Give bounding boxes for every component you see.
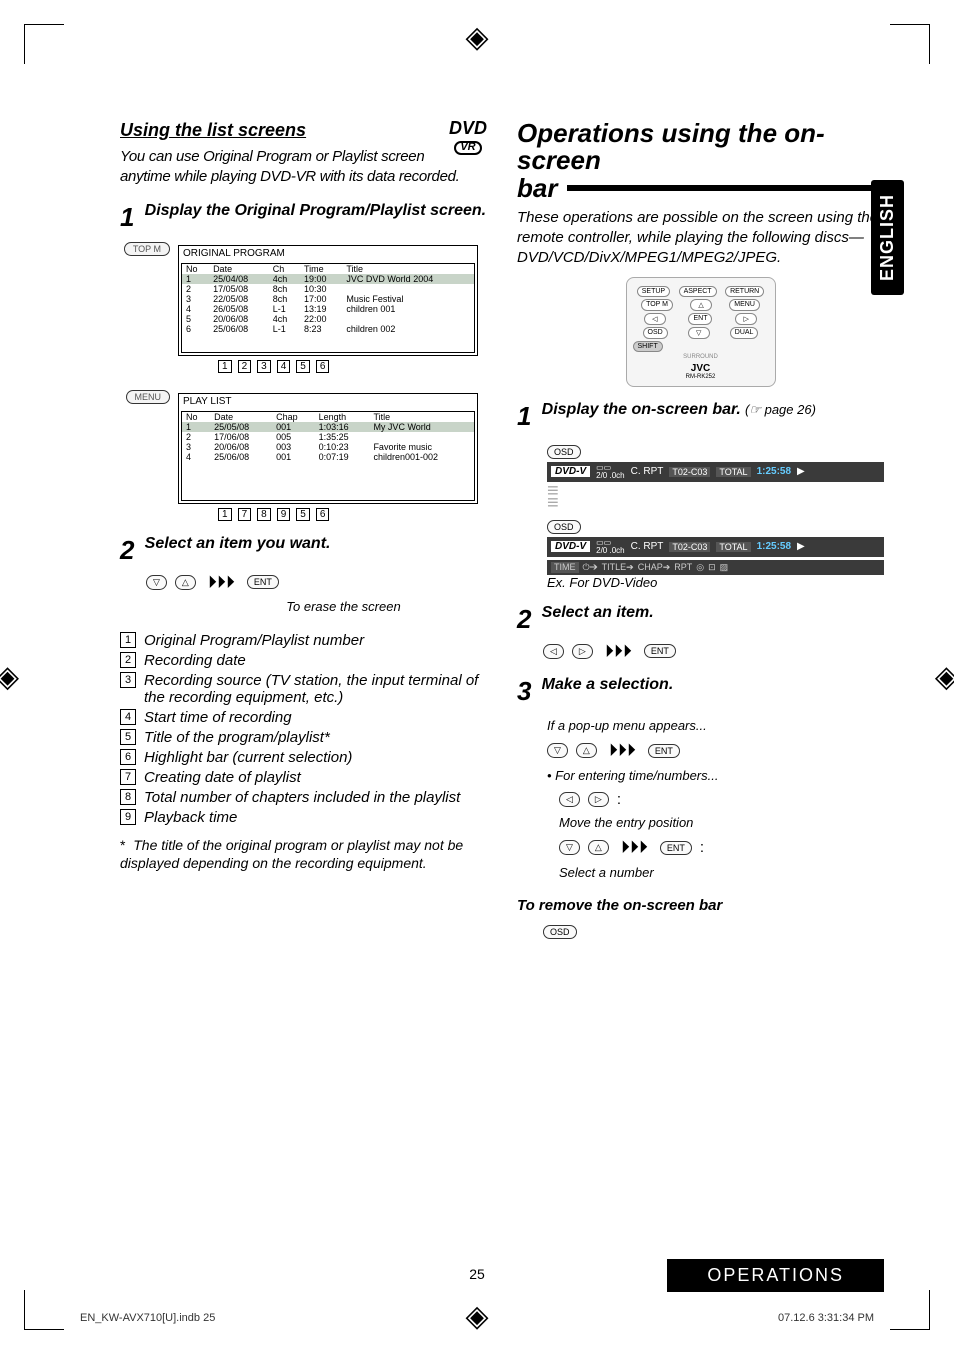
- left-button[interactable]: ◁: [543, 644, 564, 659]
- table-row: 320/06/080030:10:23Favorite music: [182, 442, 474, 452]
- remote-key: RETURN: [725, 286, 764, 297]
- column-markers: 123456: [218, 360, 478, 373]
- table-row: 125/05/080011:03:16My JVC World: [182, 422, 474, 432]
- legend-item: 4Start time of recording: [120, 709, 487, 726]
- ent-button[interactable]: ENT: [644, 644, 676, 658]
- down-button[interactable]: ▽: [547, 743, 568, 758]
- original-program-screen: ORIGINAL PROGRAM NoDateChTimeTitle 125/0…: [178, 245, 478, 356]
- legend-item: 1Original Program/Playlist number: [120, 632, 487, 649]
- osd-button[interactable]: OSD: [543, 925, 577, 939]
- osd-bar: DVD-V ▭▭2/0 .0ch C. RPT T02-C03 TOTAL 1:…: [547, 537, 884, 557]
- right-button[interactable]: ▷: [588, 792, 609, 807]
- remove-heading: To remove the on-screen bar: [517, 896, 884, 916]
- legend-item: 8Total number of chapters included in th…: [120, 789, 487, 806]
- right-column: Operations using the on-screen bar These…: [517, 120, 884, 939]
- remote-diagram: SETUP ASPECT RETURN TOP M △ MENU ◁ ENT ▷ OSD ▽ D…: [626, 277, 776, 387]
- up-button[interactable]: △: [175, 575, 196, 590]
- ent-button[interactable]: ENT: [648, 744, 680, 758]
- intro-text: These operations are possible on the scr…: [517, 208, 884, 269]
- legend-item: 6Highlight bar (current selection): [120, 749, 487, 766]
- table-row: 217/05/088ch10:30: [182, 284, 474, 294]
- step-number: 2: [517, 604, 531, 635]
- step-number: 3: [517, 676, 531, 707]
- operations-footer: OPERATIONS: [667, 1259, 884, 1292]
- playlist-table: NoDateChapLengthTitle 125/05/080011:03:1…: [182, 412, 474, 462]
- dvd-vr-badge: DVD VR: [449, 120, 487, 155]
- remote-key: OSD: [643, 327, 668, 339]
- then-arrow-icon: ⏵⏵⏵: [208, 572, 235, 593]
- menu-button[interactable]: MENU: [126, 390, 171, 404]
- page-ref: (☞ page 26): [745, 402, 816, 417]
- legend-item: 7Creating date of playlist: [120, 769, 487, 786]
- table-row: 425/06/080010:07:19children001-002: [182, 452, 474, 462]
- step-text: Select an item you want.: [145, 535, 331, 552]
- left-column: Using the list screens DVD VR You can us…: [120, 120, 487, 939]
- section-title: Operations using the on-screen: [517, 120, 884, 175]
- remote-key: ▽: [688, 327, 710, 339]
- step-text: Display the Original Program/Playlist sc…: [145, 202, 486, 219]
- select-text: Select a number: [559, 864, 884, 882]
- subsection-heading: Using the list screens: [120, 120, 306, 141]
- right-button[interactable]: ▷: [572, 644, 593, 659]
- step-text: Select an item.: [542, 604, 654, 621]
- remote-key: ENT: [688, 313, 712, 325]
- step-text: Display the on-screen bar.: [542, 401, 741, 418]
- up-button[interactable]: △: [588, 840, 609, 855]
- table-row: 322/05/088ch17:00Music Festival: [182, 294, 474, 304]
- then-arrow-icon: ⏵⏵⏵: [605, 641, 632, 662]
- playlist-screen: PLAY LIST NoDateChapLengthTitle 125/05/0…: [178, 393, 478, 504]
- remote-key: TOP M: [641, 299, 673, 311]
- footnote: * The title of the original program or p…: [120, 836, 487, 874]
- table-row: 625/06/08L-18:23children 002: [182, 324, 474, 334]
- step-number: 2: [120, 535, 134, 566]
- osd-bar-lower: TIME⏻➔TITLE➔CHAP➔RPT◎⊡▨: [547, 560, 884, 575]
- step-number: 1: [120, 202, 134, 233]
- osd-button[interactable]: OSD: [547, 445, 581, 459]
- remote-key: DUAL: [730, 327, 759, 339]
- then-arrow-icon: ⏵⏵⏵: [621, 837, 648, 858]
- remote-key: ▷: [735, 313, 757, 325]
- example-caption: Ex. For DVD-Video: [547, 575, 884, 590]
- topm-button[interactable]: TOP M: [124, 242, 170, 256]
- popup-text: If a pop-up menu appears...: [547, 717, 884, 735]
- rule-end: [878, 182, 884, 194]
- intro-text: You can use Original Program or Playlist…: [120, 147, 487, 188]
- table-row: 125/04/084ch19:00JVC DVD World 2004: [182, 274, 474, 284]
- then-arrow-icon: ⏵⏵⏵: [609, 740, 636, 761]
- entering-text: For entering time/numbers...: [555, 768, 718, 783]
- remote-key: MENU: [729, 299, 760, 311]
- legend-item: 2Recording date: [120, 652, 487, 669]
- ent-button[interactable]: ENT: [660, 841, 692, 855]
- step-text: Make a selection.: [542, 676, 674, 693]
- table-row: 217/06/080051:35:25: [182, 432, 474, 442]
- footer-filename: EN_KW-AVX710[U].indb 25: [80, 1312, 215, 1324]
- legend-list: 1Original Program/Playlist number 2Record…: [120, 632, 487, 826]
- section-title: bar: [517, 175, 557, 202]
- up-button[interactable]: △: [576, 743, 597, 758]
- erase-caption: To erase the screen: [200, 599, 487, 614]
- move-text: Move the entry position: [559, 814, 884, 832]
- osd-button[interactable]: OSD: [547, 520, 581, 534]
- legend-item: 9Playback time: [120, 809, 487, 826]
- table-row: 426/05/08L-113:19children 001: [182, 304, 474, 314]
- page-number: 25: [469, 1266, 485, 1282]
- down-button[interactable]: ▽: [146, 575, 167, 590]
- column-markers: 178956: [218, 508, 478, 521]
- osd-bar: DVD-V ▭▭2/0 .0ch C. RPT T02-C03 TOTAL 1:…: [547, 462, 884, 482]
- rule-bar: [567, 185, 874, 191]
- table-row: 520/06/084ch22:00: [182, 314, 474, 324]
- down-button[interactable]: ▽: [559, 840, 580, 855]
- ent-button[interactable]: ENT: [247, 575, 279, 589]
- legend-item: 3Recording source (TV station, the input…: [120, 672, 487, 706]
- remote-key: SETUP: [637, 286, 670, 297]
- remote-key: ASPECT: [679, 286, 717, 297]
- left-button[interactable]: ◁: [559, 792, 580, 807]
- step-number: 1: [517, 401, 531, 432]
- footer-timestamp: 07.12.6 3:31:34 PM: [778, 1312, 874, 1324]
- original-program-table: NoDateChTimeTitle 125/04/084ch19:00JVC D…: [182, 264, 474, 334]
- remote-key: △: [690, 299, 712, 311]
- remote-key: ◁: [644, 313, 666, 325]
- legend-item: 5Title of the program/playlist*: [120, 729, 487, 746]
